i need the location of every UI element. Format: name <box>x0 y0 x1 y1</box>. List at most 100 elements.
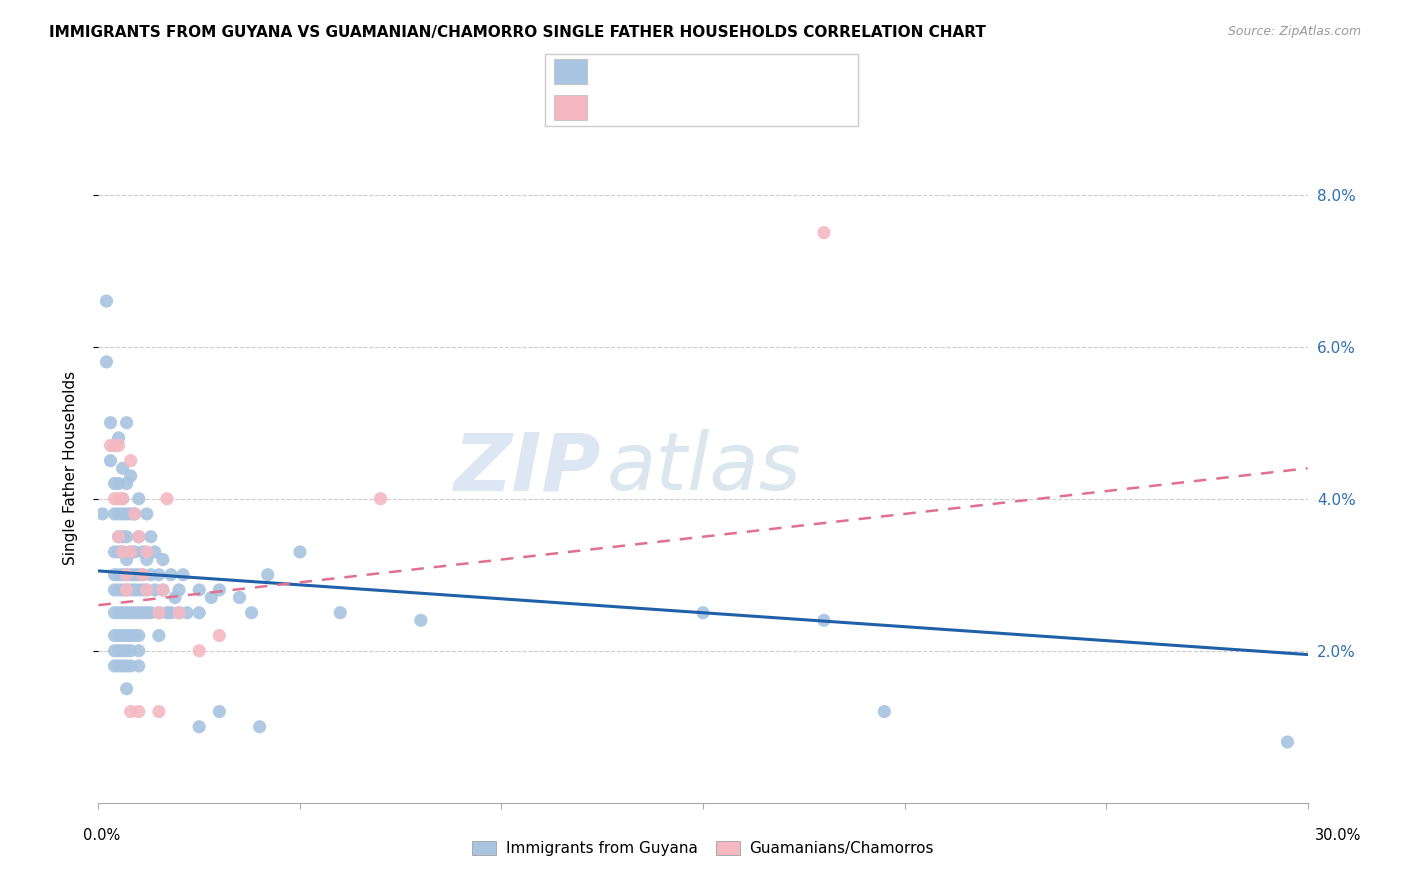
Point <box>256 567 278 582</box>
Point <box>132 567 155 582</box>
Legend: Immigrants from Guyana, Guamanians/Chamorros: Immigrants from Guyana, Guamanians/Chamo… <box>465 835 941 862</box>
Point <box>143 545 166 559</box>
Point <box>156 491 179 506</box>
Point <box>135 582 157 597</box>
Point <box>135 552 157 566</box>
Text: R =: R = <box>599 62 636 80</box>
Point <box>156 606 179 620</box>
Text: -0.142: -0.142 <box>651 62 711 80</box>
Point <box>128 530 150 544</box>
Point <box>135 507 157 521</box>
Point <box>120 606 142 620</box>
Point <box>100 416 122 430</box>
Point <box>148 705 170 719</box>
Text: 0.0%: 0.0% <box>83 829 120 843</box>
Text: 30.0%: 30.0% <box>1316 829 1361 843</box>
Point <box>128 582 150 597</box>
Point <box>115 606 138 620</box>
Point <box>96 293 118 308</box>
Point <box>1277 735 1299 749</box>
Text: atlas: atlas <box>606 429 801 508</box>
Point <box>167 582 190 597</box>
Point <box>692 606 714 620</box>
Point <box>100 438 122 452</box>
Y-axis label: Single Father Households: Single Father Households <box>63 371 77 566</box>
Point <box>135 606 157 620</box>
Point <box>160 606 183 620</box>
Point <box>111 491 134 506</box>
Point <box>115 507 138 521</box>
Point <box>132 606 155 620</box>
Point <box>103 659 125 673</box>
Point <box>148 567 170 582</box>
Point <box>132 567 155 582</box>
Point <box>111 507 134 521</box>
Point <box>103 476 125 491</box>
Point <box>148 628 170 642</box>
Point <box>115 567 138 582</box>
Point <box>139 606 162 620</box>
Point <box>115 681 138 696</box>
Point <box>188 644 211 658</box>
Point <box>128 705 150 719</box>
Point <box>111 545 134 559</box>
Point <box>96 355 118 369</box>
Point <box>120 628 142 642</box>
Point <box>124 507 146 521</box>
Point <box>120 545 142 559</box>
Text: 28: 28 <box>787 98 815 116</box>
Point <box>148 606 170 620</box>
Point <box>128 567 150 582</box>
Point <box>115 476 138 491</box>
Point <box>143 582 166 597</box>
Point <box>103 438 125 452</box>
Point <box>120 507 142 521</box>
Point <box>172 567 194 582</box>
Point <box>167 606 190 620</box>
Point <box>103 582 125 597</box>
Point <box>115 416 138 430</box>
Point <box>115 582 138 597</box>
Point <box>124 567 146 582</box>
Point <box>124 582 146 597</box>
Point <box>228 591 250 605</box>
Text: R =: R = <box>599 98 636 116</box>
Point <box>107 545 129 559</box>
Point <box>115 552 138 566</box>
Text: Source: ZipAtlas.com: Source: ZipAtlas.com <box>1227 25 1361 38</box>
Point <box>152 552 174 566</box>
Point <box>100 453 122 467</box>
Point <box>111 567 134 582</box>
Point <box>249 720 271 734</box>
Point <box>208 628 231 642</box>
Point <box>152 582 174 597</box>
Point <box>111 545 134 559</box>
Text: N =: N = <box>735 98 772 116</box>
Point <box>167 606 190 620</box>
Point <box>115 659 138 673</box>
Point <box>124 545 146 559</box>
Point <box>107 507 129 521</box>
Point <box>135 582 157 597</box>
Point <box>120 469 142 483</box>
Point <box>107 606 129 620</box>
Point <box>288 545 311 559</box>
Point <box>124 507 146 521</box>
Point <box>111 659 134 673</box>
Point <box>103 545 125 559</box>
Text: IMMIGRANTS FROM GUYANA VS GUAMANIAN/CHAMORRO SINGLE FATHER HOUSEHOLDS CORRELATIO: IMMIGRANTS FROM GUYANA VS GUAMANIAN/CHAM… <box>49 25 986 40</box>
Point <box>111 582 134 597</box>
Point <box>135 545 157 559</box>
Point <box>107 567 129 582</box>
Point <box>111 606 134 620</box>
Point <box>188 606 211 620</box>
Point <box>107 431 129 445</box>
Point <box>120 705 142 719</box>
Point <box>111 491 134 506</box>
Point <box>132 582 155 597</box>
Point <box>111 461 134 475</box>
Point <box>120 453 142 467</box>
Text: ZIP: ZIP <box>453 429 600 508</box>
Point <box>111 644 134 658</box>
Point <box>128 659 150 673</box>
